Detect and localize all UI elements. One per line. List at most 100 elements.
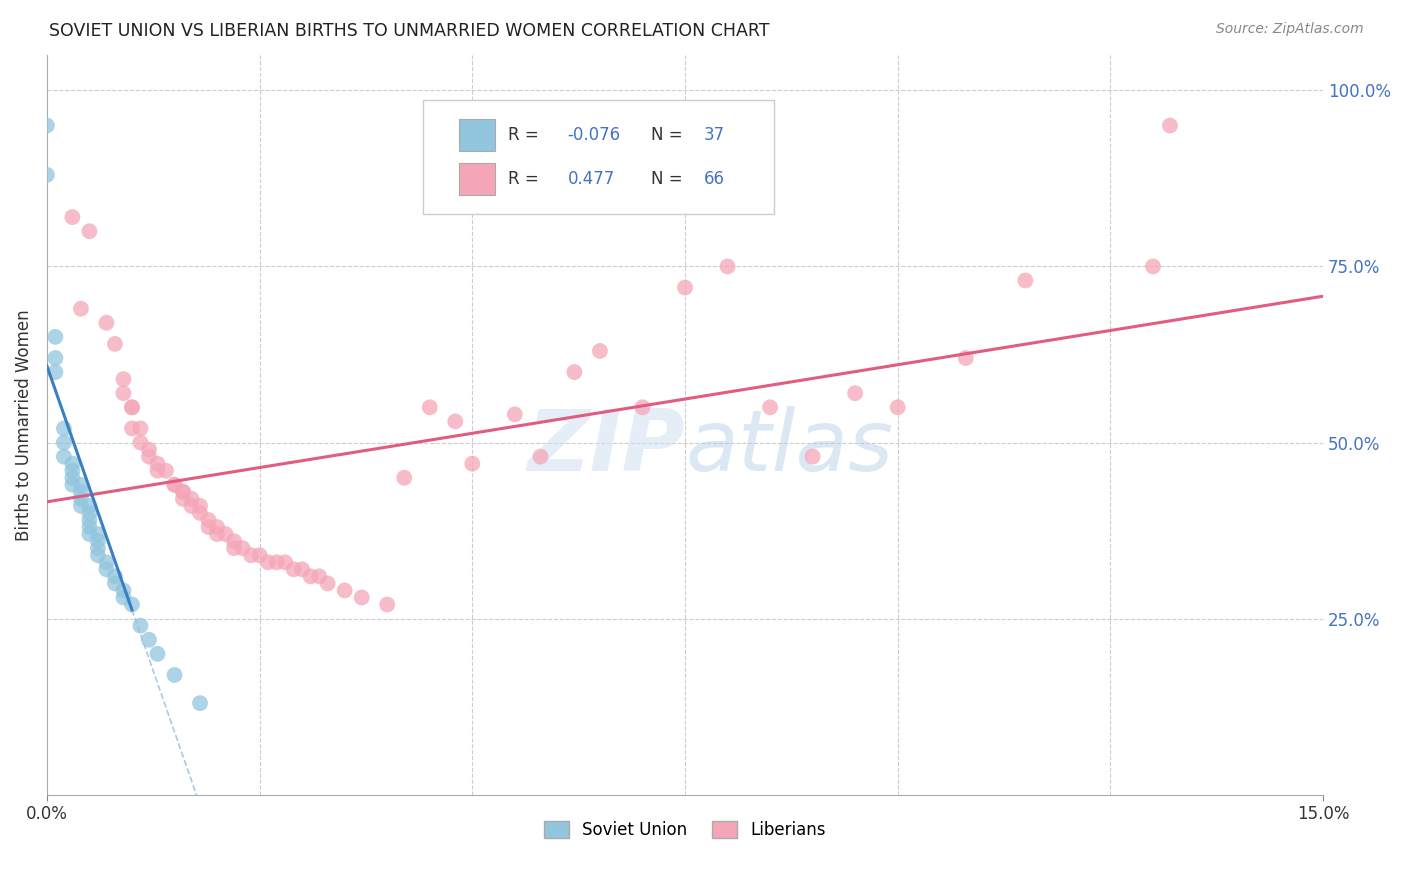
Point bbox=[70, 499, 93, 513]
Point bbox=[87, 534, 110, 549]
Text: 0.477: 0.477 bbox=[568, 169, 614, 188]
Point bbox=[461, 457, 484, 471]
Text: R =: R = bbox=[508, 169, 544, 188]
Point bbox=[205, 520, 228, 534]
Point bbox=[503, 408, 526, 422]
Point bbox=[79, 224, 101, 238]
Point bbox=[249, 548, 271, 562]
Point bbox=[87, 541, 110, 556]
Point bbox=[214, 527, 236, 541]
Point bbox=[96, 316, 118, 330]
Point bbox=[121, 401, 143, 415]
Text: -0.076: -0.076 bbox=[568, 126, 620, 144]
Point bbox=[163, 477, 186, 491]
Point bbox=[350, 591, 373, 605]
Text: 66: 66 bbox=[704, 169, 725, 188]
Point bbox=[589, 343, 612, 358]
Point bbox=[444, 414, 467, 428]
Point bbox=[1142, 260, 1164, 274]
Point bbox=[112, 583, 135, 598]
FancyBboxPatch shape bbox=[423, 100, 775, 214]
Point bbox=[222, 534, 245, 549]
Point bbox=[70, 477, 93, 491]
Point bbox=[52, 435, 75, 450]
Point bbox=[631, 401, 654, 415]
Point bbox=[112, 386, 135, 401]
Point bbox=[52, 450, 75, 464]
Point bbox=[104, 576, 127, 591]
Point bbox=[121, 401, 143, 415]
Point bbox=[299, 569, 322, 583]
Point bbox=[188, 696, 211, 710]
Point bbox=[257, 555, 280, 569]
Point bbox=[188, 506, 211, 520]
Point bbox=[138, 442, 160, 457]
Point bbox=[129, 618, 152, 632]
Point bbox=[79, 520, 101, 534]
Point bbox=[138, 450, 160, 464]
Point bbox=[62, 464, 84, 478]
Point bbox=[172, 484, 194, 499]
Text: SOVIET UNION VS LIBERIAN BIRTHS TO UNMARRIED WOMEN CORRELATION CHART: SOVIET UNION VS LIBERIAN BIRTHS TO UNMAR… bbox=[49, 22, 769, 40]
Point bbox=[96, 562, 118, 576]
Point bbox=[70, 301, 93, 316]
Text: 37: 37 bbox=[704, 126, 725, 144]
Point bbox=[62, 477, 84, 491]
Point bbox=[394, 471, 416, 485]
Point bbox=[274, 555, 297, 569]
Point bbox=[180, 499, 202, 513]
Point bbox=[129, 435, 152, 450]
Point bbox=[333, 583, 356, 598]
Point bbox=[35, 119, 58, 133]
Point bbox=[79, 506, 101, 520]
Point bbox=[62, 457, 84, 471]
Point bbox=[62, 210, 84, 224]
Point bbox=[121, 598, 143, 612]
Point bbox=[240, 548, 263, 562]
Point bbox=[1159, 119, 1181, 133]
Point bbox=[564, 365, 586, 379]
FancyBboxPatch shape bbox=[460, 119, 495, 151]
Point bbox=[172, 491, 194, 506]
Point bbox=[87, 527, 110, 541]
Point bbox=[79, 527, 101, 541]
Y-axis label: Births to Unmarried Women: Births to Unmarried Women bbox=[15, 310, 32, 541]
Point bbox=[104, 569, 127, 583]
Text: N =: N = bbox=[651, 126, 688, 144]
Point bbox=[266, 555, 288, 569]
Point bbox=[716, 260, 738, 274]
Point bbox=[138, 632, 160, 647]
Point bbox=[1014, 273, 1036, 287]
Point bbox=[146, 647, 169, 661]
Point bbox=[197, 513, 219, 527]
Point bbox=[955, 351, 977, 365]
Point bbox=[163, 477, 186, 491]
Point bbox=[801, 450, 824, 464]
Point bbox=[163, 668, 186, 682]
Point bbox=[70, 491, 93, 506]
Point bbox=[146, 457, 169, 471]
Point bbox=[112, 591, 135, 605]
Point bbox=[232, 541, 254, 556]
Point bbox=[844, 386, 866, 401]
Text: atlas: atlas bbox=[685, 406, 893, 489]
Point bbox=[180, 491, 202, 506]
Point bbox=[44, 365, 66, 379]
Point bbox=[96, 555, 118, 569]
Point bbox=[222, 541, 245, 556]
Text: Source: ZipAtlas.com: Source: ZipAtlas.com bbox=[1216, 22, 1364, 37]
Point bbox=[375, 598, 398, 612]
Point bbox=[673, 280, 696, 294]
Point bbox=[79, 499, 101, 513]
Point bbox=[291, 562, 314, 576]
Legend: Soviet Union, Liberians: Soviet Union, Liberians bbox=[537, 814, 832, 846]
Text: R =: R = bbox=[508, 126, 544, 144]
Point bbox=[205, 527, 228, 541]
Point bbox=[419, 401, 441, 415]
Point bbox=[172, 484, 194, 499]
Point bbox=[316, 576, 339, 591]
Point bbox=[283, 562, 305, 576]
Point bbox=[44, 330, 66, 344]
Point bbox=[188, 499, 211, 513]
Point bbox=[129, 421, 152, 435]
